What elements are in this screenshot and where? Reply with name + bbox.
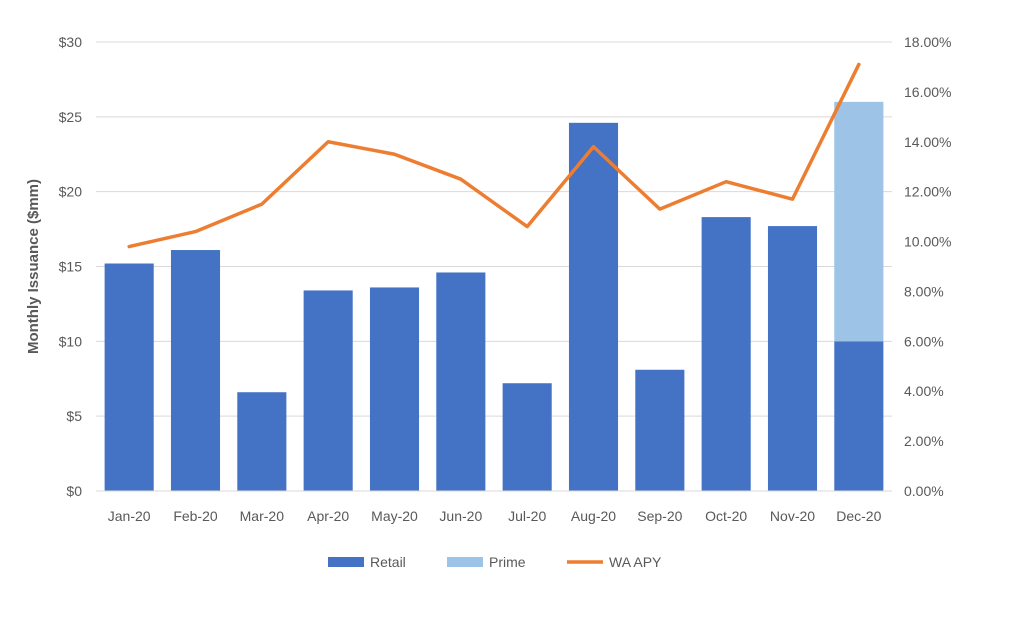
x-tick-label: Jan-20 — [108, 508, 151, 524]
bar-retail — [701, 217, 751, 492]
bar-retail — [170, 250, 221, 491]
bar-retail — [369, 287, 420, 491]
legend-swatch-prime — [447, 557, 483, 567]
y2-tick-label: 0.00% — [904, 483, 944, 499]
bar-retail — [303, 290, 353, 491]
y2-tick-label: 14.00% — [904, 134, 951, 150]
y-tick-label: $25 — [59, 109, 83, 125]
y2-tick-label: 4.00% — [904, 383, 944, 399]
y-tick-label: $10 — [59, 333, 83, 349]
y-tick-label: $0 — [66, 483, 82, 499]
y-tick-label: $30 — [59, 34, 83, 50]
x-tick-label: Aug-20 — [571, 508, 616, 524]
legend-label: Prime — [489, 554, 526, 570]
y2-tick-label: 18.00% — [904, 34, 951, 50]
y2-tick-label: 2.00% — [904, 433, 944, 449]
x-tick-label: May-20 — [371, 508, 418, 524]
x-tick-label: Sep-20 — [637, 508, 682, 524]
bar-retail — [767, 226, 818, 491]
x-tick-label: Feb-20 — [173, 508, 218, 524]
bar-retail — [635, 369, 685, 491]
bar-retail — [104, 263, 154, 491]
bar-retail — [502, 383, 552, 491]
y2-tick-label: 12.00% — [904, 184, 951, 200]
y-tick-label: $5 — [66, 408, 82, 424]
bar-retail — [436, 272, 486, 491]
y2-tick-label: 10.00% — [904, 234, 951, 250]
x-tick-label: Jul-20 — [508, 508, 546, 524]
legend-label: Retail — [370, 554, 406, 570]
x-tick-label: Oct-20 — [705, 508, 747, 524]
x-tick-label: Jun-20 — [439, 508, 482, 524]
x-tick-label: Mar-20 — [240, 508, 285, 524]
y2-tick-label: 16.00% — [904, 84, 951, 100]
bar-retail — [568, 122, 619, 491]
line-wa-apy — [127, 62, 861, 249]
y2-tick-label: 6.00% — [904, 333, 944, 349]
bar-retail — [834, 341, 884, 491]
y2-tick-label: 8.00% — [904, 283, 944, 299]
x-tick-label: Apr-20 — [307, 508, 349, 524]
y-tick-label: $20 — [59, 184, 83, 200]
bar-retail — [237, 392, 287, 491]
legend-swatch-retail — [328, 557, 364, 567]
x-tick-label: Nov-20 — [770, 508, 815, 524]
x-tick-label: Dec-20 — [836, 508, 881, 524]
y-axis-title: Monthly Issuance ($mm) — [25, 179, 42, 354]
legend-label: WA APY — [609, 554, 662, 570]
bar-prime — [834, 101, 884, 342]
y-tick-label: $15 — [59, 259, 83, 275]
